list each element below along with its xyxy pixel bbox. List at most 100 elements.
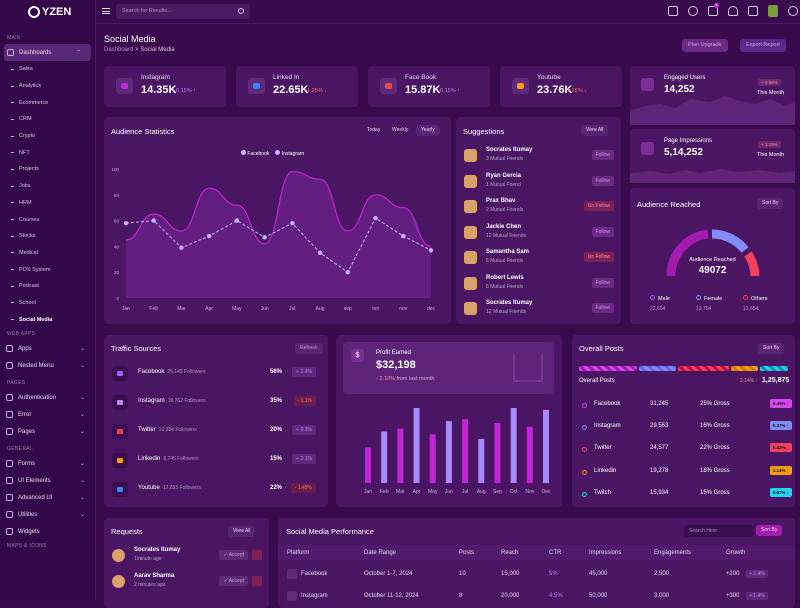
sidebar-item-crm[interactable]: CRM xyxy=(0,111,95,128)
x-tick-label: Feb xyxy=(149,306,158,312)
sidebar-item-ecommerce[interactable]: Ecommerce xyxy=(0,94,95,111)
nav-error[interactable]: Error ⌄ xyxy=(0,406,95,423)
profit-bar[interactable] xyxy=(494,423,501,483)
apps-grid-icon[interactable] xyxy=(748,6,758,16)
chevron-down-icon: ⌄ xyxy=(79,429,85,435)
instagram-point[interactable] xyxy=(290,220,295,226)
nav-pages[interactable]: Pages ⌄ xyxy=(0,423,95,440)
follow-button[interactable]: Follow xyxy=(591,226,614,237)
breadcrumb-link[interactable]: Dashboard xyxy=(104,47,134,53)
profit-bar[interactable] xyxy=(413,408,420,483)
sidebar-item-podcast[interactable]: Podcast xyxy=(0,278,95,295)
column-header-posts[interactable]: Posts xyxy=(459,550,475,556)
column-header-platform[interactable]: Platform xyxy=(287,550,310,556)
profit-bar[interactable] xyxy=(526,426,533,483)
instagram-point[interactable] xyxy=(428,248,434,253)
gear-icon[interactable] xyxy=(788,6,798,16)
instagram-point[interactable] xyxy=(179,245,184,250)
profit-bar[interactable] xyxy=(543,409,549,483)
follow-button[interactable]: Follow xyxy=(591,277,614,288)
export-report-button[interactable]: Export Report xyxy=(740,39,786,52)
profit-bar[interactable] xyxy=(365,447,371,483)
sidebar-item-courses[interactable]: Courses xyxy=(0,211,95,228)
column-header-ctr[interactable]: CTR xyxy=(549,550,562,556)
cart-icon[interactable] xyxy=(708,6,718,16)
profit-bar[interactable] xyxy=(445,421,452,483)
instagram-point[interactable] xyxy=(262,235,267,240)
instagram-point[interactable] xyxy=(373,215,378,221)
sidebar-item-jobs[interactable]: Jobs xyxy=(0,178,95,195)
column-header-engagements[interactable]: Engagements xyxy=(654,550,692,556)
column-header-growth[interactable]: Growth xyxy=(726,550,746,556)
nav-advanced-ui[interactable]: Advanced UI ⌄ xyxy=(0,489,95,506)
column-header-date-range[interactable]: Date Range xyxy=(364,550,397,556)
bell-icon[interactable] xyxy=(728,6,738,16)
column-header-impressions[interactable]: Impressions xyxy=(589,550,622,556)
instagram-point[interactable] xyxy=(123,220,129,226)
search-input[interactable]: Search for Results... xyxy=(116,4,250,19)
sidebar-item-social-media[interactable]: Social Media xyxy=(0,311,95,328)
requests-view-all-button[interactable]: View All xyxy=(228,526,256,537)
follow-button[interactable]: Follow xyxy=(591,150,614,160)
dash-icon xyxy=(11,319,14,321)
sidebar-item-pos-system[interactable]: POS System xyxy=(0,261,95,278)
instagram-point[interactable] xyxy=(234,218,240,223)
suggestion-name: Socrates Itumay xyxy=(486,300,533,306)
unfollow-button[interactable]: Un Follow xyxy=(583,252,614,262)
overall-sort-button[interactable]: Sort By xyxy=(758,343,785,354)
profit-bar[interactable] xyxy=(381,431,388,483)
profit-bar[interactable] xyxy=(429,434,436,483)
suggestions-view-all-button[interactable]: View All xyxy=(581,125,609,136)
instagram-point[interactable] xyxy=(345,270,351,275)
sidebar-item-crypto[interactable]: Crypto xyxy=(0,128,95,145)
nav-nested-menu[interactable]: Nested Menu ⌄ xyxy=(0,357,95,374)
reached-sort-button[interactable]: Sort By xyxy=(757,198,784,209)
sidebar-item-school[interactable]: School xyxy=(0,295,95,312)
profit-bar[interactable] xyxy=(478,438,485,483)
nav-utilities[interactable]: Utilities ⌄ xyxy=(0,506,95,523)
brand-logo[interactable]: YZEN xyxy=(0,0,95,24)
sidebar-item-analytics[interactable]: Analytics xyxy=(0,78,95,95)
follow-button[interactable]: Follow xyxy=(591,175,614,186)
avatar[interactable] xyxy=(768,5,778,17)
nav-widgets[interactable]: Widgets xyxy=(0,523,95,540)
accept-button[interactable]: ✓ Accept xyxy=(219,550,248,560)
follow-button[interactable]: Follow xyxy=(591,303,614,313)
nav-ui-elements[interactable]: UI Elements ⌄ xyxy=(0,472,95,489)
dash-icon xyxy=(11,302,14,304)
trash-icon[interactable] xyxy=(252,550,262,560)
instagram-point[interactable] xyxy=(151,218,156,223)
refresh-button[interactable]: Refresh xyxy=(295,343,323,354)
accept-button[interactable]: ✓ Accept xyxy=(219,576,248,586)
nav-dashboards[interactable]: Dashboards ⌃ xyxy=(4,44,91,61)
nav-apps[interactable]: Apps ⌄ xyxy=(0,340,95,357)
tab-weekly[interactable]: Weekly xyxy=(392,127,409,133)
tab-today[interactable]: Today xyxy=(367,127,381,133)
translate-icon[interactable] xyxy=(668,6,678,16)
sidebar-item-medical[interactable]: Medical xyxy=(0,245,95,262)
plan-upgrade-button[interactable]: Plan Upgrade xyxy=(682,39,728,52)
instagram-point[interactable] xyxy=(317,250,323,256)
sidebar-item-hrm[interactable]: HRM xyxy=(0,195,95,212)
profit-bar[interactable] xyxy=(397,428,404,483)
facebook-icon xyxy=(287,569,297,579)
sidebar-item-stocks[interactable]: Stocks xyxy=(0,228,95,245)
sidebar-item-nft[interactable]: NFT xyxy=(0,144,95,161)
instagram-point[interactable] xyxy=(401,233,406,239)
profit-bar[interactable] xyxy=(510,408,517,483)
sidebar-item-projects[interactable]: Projects xyxy=(0,161,95,178)
theme-icon[interactable] xyxy=(688,6,698,16)
unfollow-button[interactable]: Un Follow xyxy=(583,201,614,211)
tab-yearly[interactable]: Yearly xyxy=(416,125,440,136)
instagram-point[interactable] xyxy=(206,233,212,239)
profit-bar[interactable] xyxy=(462,419,469,483)
sidebar-item-sales[interactable]: Sales xyxy=(0,61,95,78)
column-header-reach[interactable]: Reach xyxy=(501,550,519,556)
performance-search-input[interactable]: Search Here xyxy=(684,525,754,537)
nav-forms[interactable]: Forms ⌄ xyxy=(0,455,95,472)
menu-toggle-icon[interactable] xyxy=(102,8,110,14)
trash-icon[interactable] xyxy=(252,576,262,586)
nav-authentication[interactable]: Authentication ⌄ xyxy=(0,389,95,406)
youtube-icon xyxy=(112,482,128,497)
performance-sort-button[interactable]: Sort By xyxy=(756,525,783,536)
